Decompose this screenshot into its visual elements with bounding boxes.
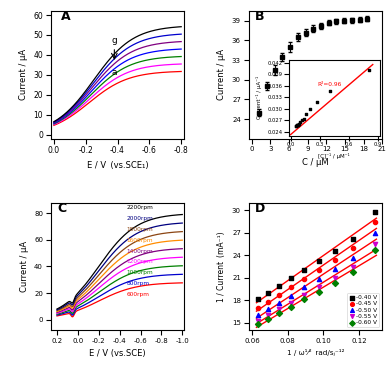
-0.45 V <box>350 246 356 251</box>
-0.40 V <box>316 258 322 264</box>
-0.55 V <box>316 284 322 290</box>
-0.50 V <box>265 306 271 312</box>
X-axis label: E / V  (vs.SCE₁): E / V (vs.SCE₁) <box>87 161 148 170</box>
X-axis label: C / μM: C / μM <box>302 158 329 167</box>
Text: 1600rpm: 1600rpm <box>127 238 154 243</box>
-0.45 V <box>301 276 308 282</box>
Text: A: A <box>61 10 71 23</box>
-0.55 V <box>265 312 271 318</box>
Text: 1000rpm: 1000rpm <box>127 270 154 275</box>
Text: 1400rpm: 1400rpm <box>127 248 154 254</box>
-0.50 V <box>316 276 322 282</box>
-0.50 V <box>350 255 356 261</box>
-0.60 V <box>316 289 322 295</box>
-0.60 V <box>350 269 356 275</box>
-0.45 V <box>255 305 261 311</box>
-0.55 V <box>301 292 308 298</box>
-0.55 V <box>372 241 378 247</box>
Text: a: a <box>112 68 117 77</box>
Text: g: g <box>112 36 118 45</box>
Y-axis label: 1 / Current  (mA⁻¹): 1 / Current (mA⁻¹) <box>217 231 226 302</box>
-0.50 V <box>255 312 261 318</box>
-0.60 V <box>301 297 308 302</box>
-0.45 V <box>265 299 271 305</box>
-0.45 V <box>276 292 282 298</box>
-0.60 V <box>265 316 271 322</box>
-0.60 V <box>276 310 282 316</box>
Legend: -0.40 V, -0.45 V, -0.50 V, -0.55 V, -0.60 V: -0.40 V, -0.45 V, -0.50 V, -0.55 V, -0.6… <box>347 292 379 327</box>
-0.40 V <box>350 236 356 241</box>
-0.60 V <box>332 280 338 286</box>
-0.60 V <box>255 321 261 327</box>
-0.55 V <box>255 317 261 323</box>
Text: B: B <box>255 10 265 23</box>
-0.55 V <box>350 264 356 270</box>
-0.40 V <box>301 267 308 273</box>
-0.40 V <box>276 283 282 289</box>
Y-axis label: Current / μA: Current / μA <box>20 241 28 292</box>
Y-axis label: Current / μA: Current / μA <box>217 49 226 101</box>
-0.50 V <box>332 266 338 272</box>
X-axis label: 1 / ω¹⁄²  rad/sⱼ⁻¹²: 1 / ω¹⁄² rad/sⱼ⁻¹² <box>287 349 344 356</box>
-0.40 V <box>255 297 261 302</box>
Y-axis label: Current / μA: Current / μA <box>19 49 28 101</box>
X-axis label: E / V (vs.SCE): E / V (vs.SCE) <box>89 349 146 359</box>
Text: 800rpm: 800rpm <box>127 281 150 286</box>
Text: 1800rpm: 1800rpm <box>127 227 154 232</box>
-0.55 V <box>288 299 294 305</box>
Text: 1200rpm: 1200rpm <box>127 259 154 264</box>
-0.50 V <box>372 230 378 236</box>
-0.55 V <box>276 306 282 312</box>
Text: 2200rpm: 2200rpm <box>127 205 154 210</box>
-0.50 V <box>301 284 308 290</box>
-0.50 V <box>276 299 282 305</box>
Text: C: C <box>57 201 67 215</box>
-0.40 V <box>265 290 271 296</box>
-0.45 V <box>288 284 294 290</box>
Text: 600rpm: 600rpm <box>127 292 150 297</box>
-0.40 V <box>372 209 378 215</box>
-0.45 V <box>372 219 378 225</box>
-0.40 V <box>288 276 294 281</box>
Text: 2000rpm: 2000rpm <box>127 216 154 221</box>
-0.40 V <box>332 248 338 254</box>
-0.45 V <box>316 267 322 273</box>
-0.60 V <box>288 304 294 310</box>
-0.45 V <box>332 258 338 264</box>
-0.60 V <box>372 247 378 253</box>
-0.55 V <box>332 275 338 281</box>
Text: D: D <box>255 201 266 215</box>
-0.50 V <box>288 293 294 299</box>
